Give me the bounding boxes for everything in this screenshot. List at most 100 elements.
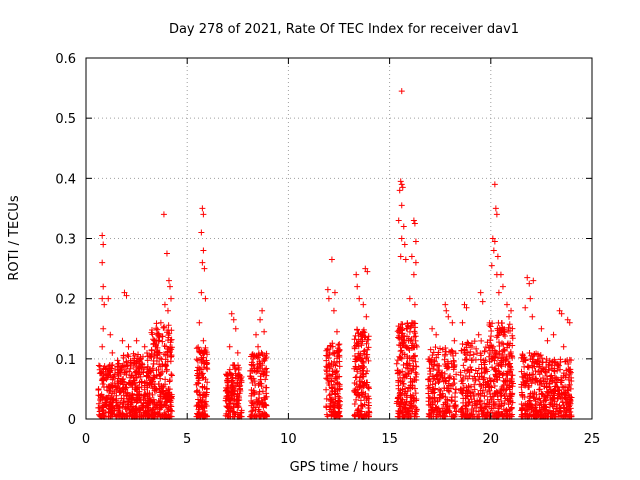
data-point <box>143 373 150 380</box>
data-point <box>248 398 255 405</box>
data-point <box>429 401 436 408</box>
data-point <box>234 362 241 369</box>
data-point <box>458 378 465 385</box>
data-point <box>118 395 125 402</box>
data-point <box>399 378 406 385</box>
data-point <box>156 361 163 368</box>
data-point <box>354 354 361 361</box>
data-point <box>537 399 544 406</box>
data-point <box>395 217 402 224</box>
data-point <box>335 347 342 354</box>
data-point <box>153 320 160 327</box>
data-point <box>366 408 373 415</box>
data-point <box>398 202 405 209</box>
y-tick-label: 0.5 <box>55 112 76 127</box>
data-point <box>127 357 134 364</box>
data-point <box>533 401 540 408</box>
data-point <box>202 295 209 302</box>
data-point <box>394 328 401 335</box>
data-point <box>565 361 572 368</box>
data-point <box>109 399 116 406</box>
data-point <box>400 223 407 230</box>
data-point <box>499 410 506 417</box>
data-point <box>432 380 439 387</box>
data-point <box>452 350 459 357</box>
data-point <box>161 413 168 420</box>
data-point <box>399 350 406 357</box>
data-point <box>114 363 121 370</box>
data-point <box>119 362 126 369</box>
data-point <box>566 370 573 377</box>
data-point <box>354 283 361 290</box>
data-point <box>429 325 436 332</box>
data-point <box>521 370 528 377</box>
data-point <box>200 337 207 344</box>
data-point <box>364 268 371 275</box>
data-point <box>553 379 560 386</box>
data-point <box>528 380 535 387</box>
data-point <box>488 397 495 404</box>
data-point <box>397 253 404 260</box>
data-point <box>260 371 267 378</box>
data-point <box>233 365 240 372</box>
chart-title: Day 278 of 2021, Rate Of TEC Index for r… <box>169 22 519 37</box>
data-point <box>446 403 453 410</box>
data-point <box>500 341 507 348</box>
data-point <box>113 402 120 409</box>
y-tick-label: 0.2 <box>55 293 76 308</box>
data-point <box>495 368 502 375</box>
data-point <box>451 337 458 344</box>
data-point <box>234 404 241 411</box>
data-point <box>567 405 574 412</box>
data-point <box>448 396 455 403</box>
data-point <box>526 401 533 408</box>
data-point <box>163 387 170 394</box>
data-point <box>113 386 120 393</box>
data-point <box>462 403 469 410</box>
data-point <box>148 397 155 404</box>
data-point <box>335 341 342 348</box>
data-point <box>404 353 411 360</box>
data-point <box>463 402 470 409</box>
data-point <box>120 384 127 391</box>
data-point <box>508 307 515 314</box>
data-point <box>500 386 507 393</box>
data-point <box>259 402 266 409</box>
data-point <box>565 401 572 408</box>
data-point <box>109 349 116 356</box>
data-point <box>459 340 466 347</box>
data-point <box>144 395 151 402</box>
data-point <box>132 373 139 380</box>
data-point <box>351 343 358 350</box>
data-point <box>460 384 467 391</box>
data-point <box>555 387 562 394</box>
data-point <box>199 384 206 391</box>
data-point <box>506 313 513 320</box>
data-point <box>411 328 418 335</box>
data-point <box>412 320 419 327</box>
data-point <box>461 301 468 308</box>
data-point <box>100 407 107 414</box>
data-point <box>261 352 268 359</box>
data-point <box>565 392 572 399</box>
data-point <box>400 374 407 381</box>
data-point <box>469 388 476 395</box>
data-point <box>151 337 158 344</box>
data-point <box>161 301 168 308</box>
data-point <box>413 408 420 415</box>
data-point <box>259 410 266 417</box>
data-point <box>481 400 488 407</box>
data-point <box>165 322 172 329</box>
data-point <box>360 373 367 380</box>
data-point <box>332 362 339 369</box>
data-point <box>229 372 236 379</box>
data-point <box>465 340 472 347</box>
y-tick-label: 0.4 <box>55 172 76 187</box>
data-point <box>475 408 482 415</box>
data-point <box>457 369 464 376</box>
data-point <box>396 187 403 194</box>
data-point <box>472 356 479 363</box>
data-point <box>545 389 552 396</box>
data-point <box>554 367 561 374</box>
data-point <box>445 313 452 320</box>
